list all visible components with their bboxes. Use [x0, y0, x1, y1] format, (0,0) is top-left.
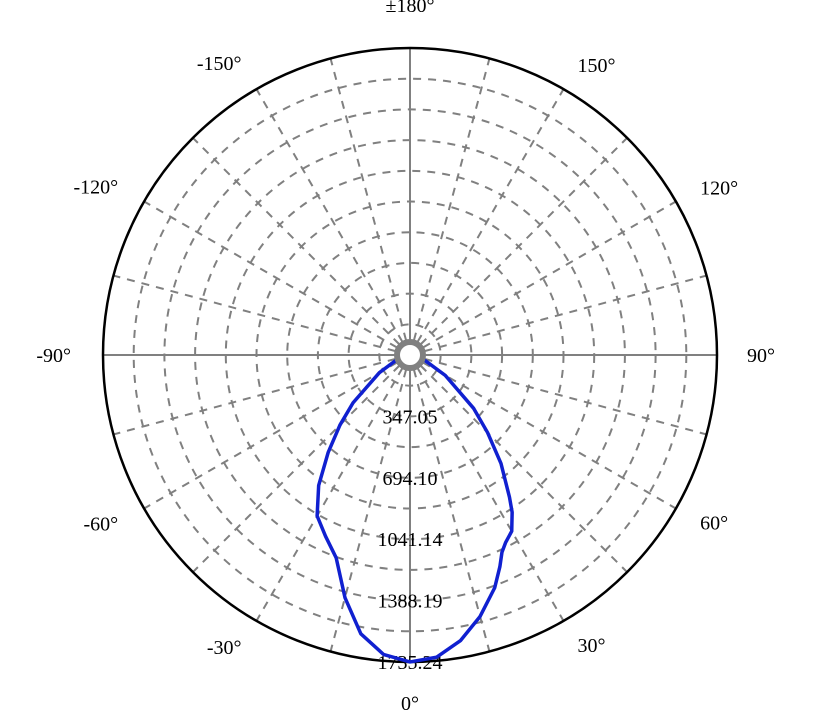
radial-tick-label: 1388.19	[378, 591, 443, 613]
angle-label: 0°	[401, 693, 419, 715]
center-marker	[397, 342, 423, 368]
angle-label: 150°	[578, 55, 616, 77]
angle-label: -120°	[73, 177, 118, 199]
polar-chart: 347.05694.101041.141388.191735.240°30°60…	[0, 0, 821, 721]
angle-label: -90°	[36, 345, 71, 367]
angle-label: 120°	[700, 178, 738, 200]
angle-label: -30°	[207, 637, 242, 659]
radial-tick-label: 694.10	[383, 468, 438, 490]
radial-tick-label: 1041.14	[378, 529, 443, 551]
angle-label: 90°	[747, 345, 775, 367]
angle-label: 60°	[700, 513, 728, 535]
angle-label: ±180°	[386, 0, 435, 17]
angle-label: -60°	[83, 514, 118, 536]
radial-tick-label: 347.05	[383, 406, 438, 428]
angle-label: 30°	[578, 635, 606, 657]
angle-label: -150°	[197, 53, 242, 75]
